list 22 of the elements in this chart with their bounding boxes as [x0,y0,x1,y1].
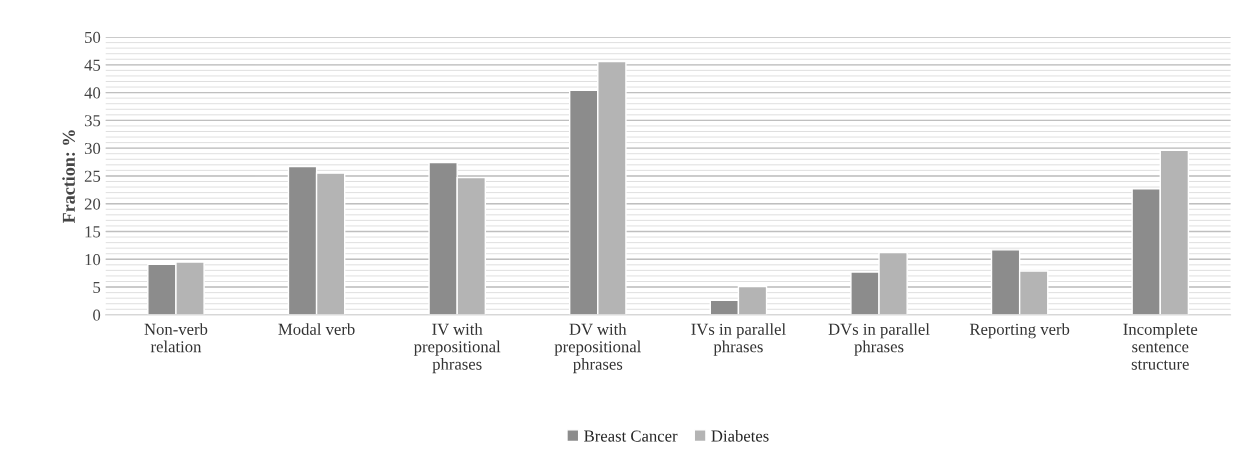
y-tick-label: 25 [84,170,101,182]
y-tick-label: 45 [84,59,101,71]
legend-label: Diabetes [711,429,769,442]
x-tick-label: Modal verb [278,323,355,335]
x-tick-label: Incomplete sentence structure [1123,323,1198,370]
x-tick-label: Non-verb relation [144,323,208,353]
y-tick-label: 35 [84,115,101,127]
y-tick-label: 0 [93,309,101,321]
y-axis-title: Fraction: % [62,130,75,224]
x-tick-label: IV with prepositional phrases [413,323,501,374]
legend-label: Breast Cancer [584,430,678,442]
y-tick-label: 30 [84,142,101,155]
y-tick-label: 20 [84,198,101,210]
y-tick-label: 50 [85,31,101,43]
y-tick-label: 5 [93,281,101,294]
x-tick-label: IVs in parallel phrases [691,323,786,356]
x-tick-label: DVs in parallel phrases [828,323,930,356]
y-tick-label: 40 [84,87,101,99]
x-tick-label: DV with prepositional phrases [554,323,641,374]
y-tick-label: 15 [85,226,101,238]
x-tick-label: Reporting verb [969,323,1070,339]
y-tick-label: 10 [85,253,101,266]
